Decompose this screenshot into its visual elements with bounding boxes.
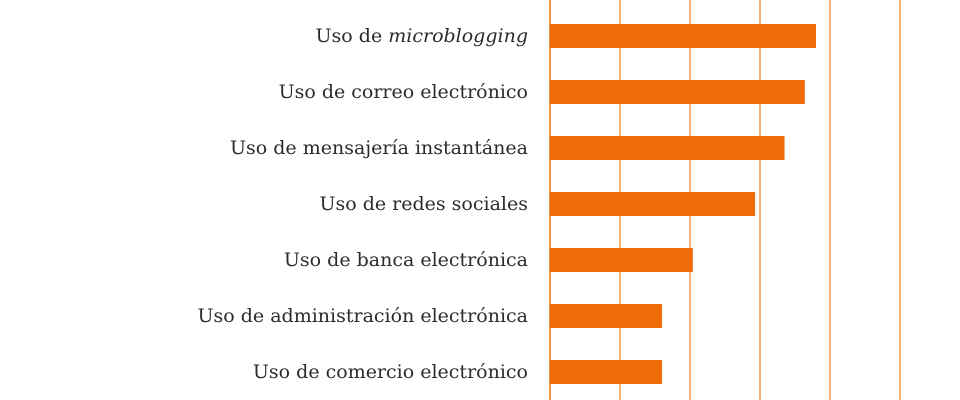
- bar: [550, 80, 805, 104]
- category-label: Uso de mensajería instantánea: [230, 137, 528, 159]
- category-label: Uso de correo electrónico: [279, 81, 528, 103]
- category-label: Uso de microblogging: [316, 25, 528, 47]
- bar-layer: [550, 24, 816, 384]
- bar: [550, 248, 693, 272]
- category-label: Uso de redes sociales: [319, 193, 528, 215]
- bar: [550, 192, 756, 216]
- category-label: Uso de comercio electrónico: [253, 361, 528, 383]
- category-label: Uso de administración electrónica: [198, 305, 528, 327]
- bar: [550, 304, 662, 328]
- bar: [550, 136, 785, 160]
- category-label: Uso de banca electrónica: [284, 249, 528, 271]
- bar: [550, 24, 816, 48]
- bar: [550, 360, 662, 384]
- category-labels: Uso de microblogging Uso de correo electr…: [198, 25, 528, 383]
